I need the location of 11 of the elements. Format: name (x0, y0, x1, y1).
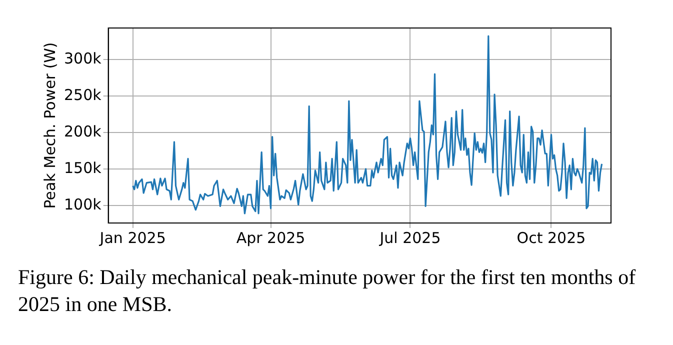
caption: Figure 6: Daily mechanical peak-minute power for the first ten months of 2025 in one MSB. (18, 264, 637, 318)
x-tick-label: Jan 2025 (98, 228, 166, 247)
y-tick-label: 100k (64, 195, 102, 214)
y-tick-label: 300k (64, 49, 102, 68)
y-axis-title: Peak Mech. Power (W) (40, 42, 59, 209)
y-tick-label: 150k (64, 158, 102, 177)
y-tick-label: 250k (64, 86, 102, 104)
x-tick-label: Oct 2025 (516, 228, 586, 247)
y-tick-label: 200k (64, 122, 102, 140)
x-tick-label: Jul 2025 (378, 228, 441, 247)
x-tick-label: Apr 2025 (236, 228, 306, 247)
